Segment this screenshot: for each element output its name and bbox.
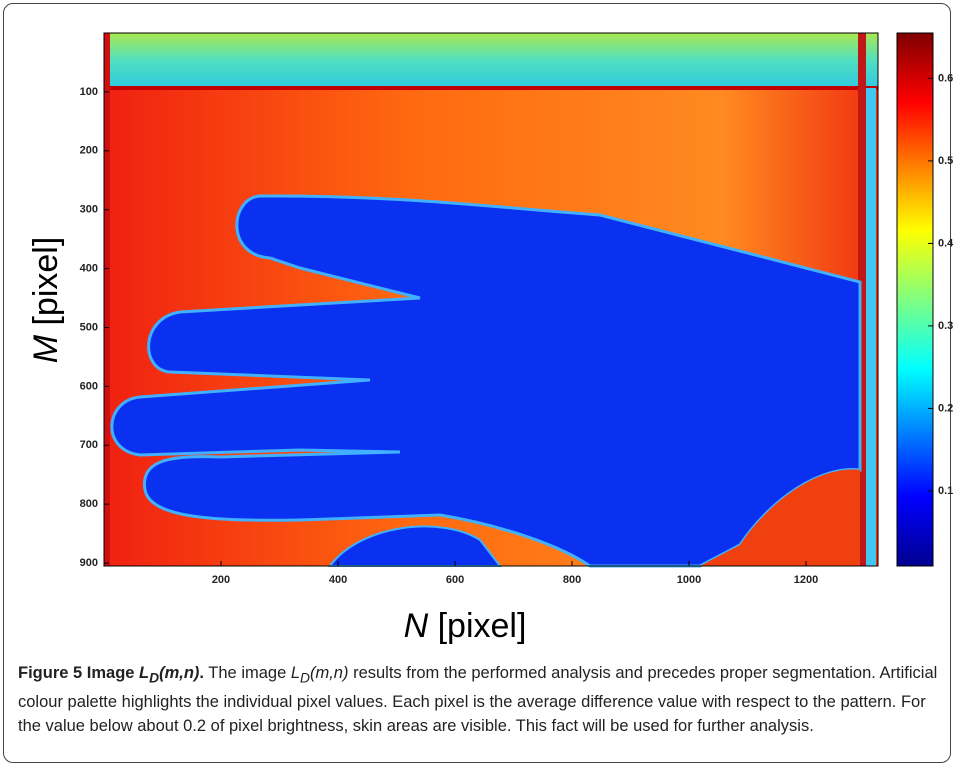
caption-label: Figure 5 Image <box>18 664 134 682</box>
caption-text-symbol: L <box>291 664 300 682</box>
colorbar <box>897 33 933 566</box>
y-tick-label: 900 <box>80 557 98 569</box>
colorbar-tick-label: 0.5 <box>938 155 953 167</box>
y-tick-label: 200 <box>80 145 98 157</box>
x-tick-label: 400 <box>329 574 347 586</box>
x-tick-label: 600 <box>446 574 464 586</box>
caption-args: (m,n) <box>159 664 199 682</box>
colorbar-tick-label: 0.6 <box>938 72 953 84</box>
x-tick-label: 200 <box>212 574 230 586</box>
y-tick-label: 600 <box>80 380 98 392</box>
caption-symbol: L <box>139 664 149 682</box>
x-label-unit: [pixel] <box>438 607 527 645</box>
y-tick-label: 500 <box>80 321 98 333</box>
caption-title-end: . <box>199 664 204 682</box>
colorbar-tick-label: 0.4 <box>938 237 954 249</box>
caption: Figure 5 Image LD(m,n). The image LD(m,n… <box>18 661 943 738</box>
y-tick-label: 700 <box>80 439 98 451</box>
heatmap-image <box>104 33 878 566</box>
y-label-symbol: M <box>27 334 65 363</box>
figure: N [pixel] M [pixel] 200 400 600 800 1000 1200… <box>0 0 956 660</box>
caption-text-start: The image <box>208 664 286 682</box>
caption-text-args: (m,n) <box>310 664 349 682</box>
x-label-symbol: N <box>404 607 429 645</box>
x-tick-label: 1200 <box>794 574 818 586</box>
x-axis-label: N [pixel] <box>404 607 527 645</box>
colorbar-tick-label: 0.1 <box>938 485 953 497</box>
x-tick-label: 800 <box>563 574 581 586</box>
page: {"figure": { "x_label": {"symbol": "N", … <box>0 0 956 769</box>
colorbar-tick-label: 0.2 <box>938 402 953 414</box>
caption-text-sub: D <box>300 670 310 685</box>
y-tick-label: 300 <box>80 204 98 216</box>
x-tick-label: 1000 <box>677 574 701 586</box>
y-axis-label: M [pixel] <box>27 237 65 364</box>
y-tick-label: 800 <box>80 498 98 510</box>
y-tick-label: 100 <box>80 86 98 98</box>
caption-sub: D <box>149 670 159 685</box>
colorbar-tick-label: 0.3 <box>938 320 953 332</box>
y-tick-label: 400 <box>80 262 98 274</box>
y-label-unit: [pixel] <box>27 237 65 326</box>
